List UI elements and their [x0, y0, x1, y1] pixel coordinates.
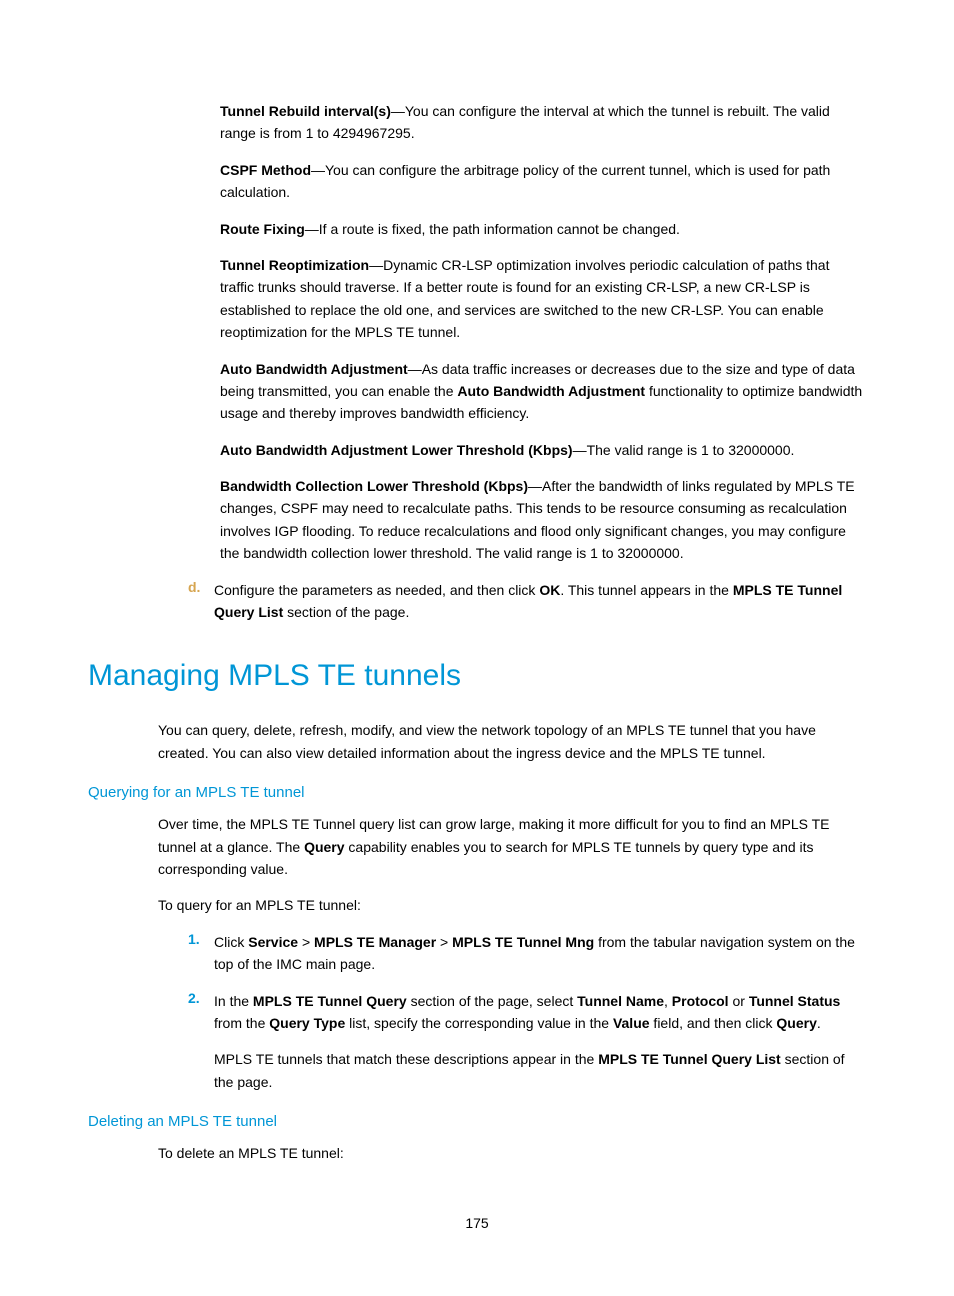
step-2: 2. In the MPLS TE Tunnel Query section o… [188, 990, 866, 1035]
sep: or [729, 993, 749, 1009]
sep: , [664, 993, 672, 1009]
bold: MPLS TE Tunnel Query [253, 993, 407, 1009]
definition-cspf-method: CSPF Method—You can configure the arbitr… [220, 159, 866, 204]
definition-route-fixing: Route Fixing—If a route is fixed, the pa… [220, 218, 866, 240]
bold: Tunnel Name [577, 993, 664, 1009]
delete-para1: To delete an MPLS TE tunnel: [158, 1142, 866, 1164]
text: from the [214, 1015, 269, 1031]
heading-deleting: Deleting an MPLS TE tunnel [88, 1113, 866, 1130]
term: Bandwidth Collection Lower Threshold (Kb… [220, 478, 528, 494]
sep: > [436, 934, 452, 950]
definition-auto-bw: Auto Bandwidth Adjustment—As data traffi… [220, 358, 866, 425]
list-content: Configure the parameters as needed, and … [214, 579, 866, 624]
text: section of the page, select [407, 993, 577, 1009]
bold: Query Type [269, 1015, 345, 1031]
text: section of the page. [283, 604, 409, 620]
query-para1: Over time, the MPLS TE Tunnel query list… [158, 813, 866, 880]
text: In the [214, 993, 253, 1009]
bold: MPLS TE Tunnel Mng [452, 934, 594, 950]
text: field, and then click [650, 1015, 777, 1031]
intro-paragraph: You can query, delete, refresh, modify, … [158, 719, 866, 764]
page-number: 175 [88, 1215, 866, 1231]
step-2-sub: MPLS TE tunnels that match these descrip… [214, 1048, 866, 1093]
list-marker: d. [188, 579, 214, 624]
definition-auto-bw-lower: Auto Bandwidth Adjustment Lower Threshol… [220, 439, 866, 461]
term: Tunnel Reoptimization [220, 257, 369, 273]
definition-text: —The valid range is 1 to 32000000. [573, 442, 795, 458]
text: Configure the parameters as needed, and … [214, 582, 539, 598]
bold: Value [613, 1015, 650, 1031]
definition-bw-collection: Bandwidth Collection Lower Threshold (Kb… [220, 475, 866, 565]
text: list, specify the corresponding value in… [345, 1015, 613, 1031]
definition-text: —If a route is fixed, the path informati… [305, 221, 680, 237]
term-inline: Auto Bandwidth Adjustment [457, 383, 645, 399]
bold: MPLS TE Manager [314, 934, 436, 950]
text: Click [214, 934, 248, 950]
heading-querying: Querying for an MPLS TE tunnel [88, 784, 866, 801]
bold: Service [248, 934, 298, 950]
text: . This tunnel appears in the [560, 582, 733, 598]
sep: > [298, 934, 314, 950]
term: Auto Bandwidth Adjustment Lower Threshol… [220, 442, 573, 458]
term: Tunnel Rebuild interval(s) [220, 103, 391, 119]
term: Auto Bandwidth Adjustment [220, 361, 408, 377]
term: Route Fixing [220, 221, 305, 237]
list-item-d: d. Configure the parameters as needed, a… [188, 579, 866, 624]
definition-tunnel-rebuild: Tunnel Rebuild interval(s)—You can confi… [220, 100, 866, 145]
definition-text: —You can configure the arbitrage policy … [220, 162, 830, 200]
step-content: Click Service > MPLS TE Manager > MPLS T… [214, 931, 866, 976]
bold: Tunnel Status [749, 993, 841, 1009]
query-bold: Query [304, 839, 344, 855]
term: CSPF Method [220, 162, 311, 178]
bold: Protocol [672, 993, 729, 1009]
text: . [817, 1015, 821, 1031]
step-marker: 2. [188, 990, 214, 1035]
step-content: In the MPLS TE Tunnel Query section of t… [214, 990, 866, 1035]
ok-text: OK [539, 582, 560, 598]
bold: MPLS TE Tunnel Query List [598, 1051, 781, 1067]
definition-tunnel-reopt: Tunnel Reoptimization—Dynamic CR-LSP opt… [220, 254, 866, 344]
bold: Query [776, 1015, 816, 1031]
step-1: 1. Click Service > MPLS TE Manager > MPL… [188, 931, 866, 976]
text: MPLS TE tunnels that match these descrip… [214, 1051, 598, 1067]
query-para2: To query for an MPLS TE tunnel: [158, 894, 866, 916]
heading-managing-tunnels: Managing MPLS TE tunnels [88, 659, 866, 693]
step-marker: 1. [188, 931, 214, 976]
